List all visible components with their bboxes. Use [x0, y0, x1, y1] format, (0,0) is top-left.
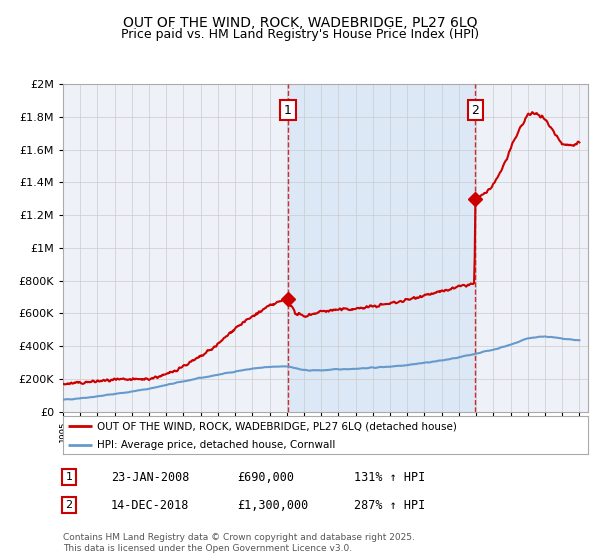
Text: OUT OF THE WIND, ROCK, WADEBRIDGE, PL27 6LQ: OUT OF THE WIND, ROCK, WADEBRIDGE, PL27 … — [123, 16, 477, 30]
Text: Contains HM Land Registry data © Crown copyright and database right 2025.
This d: Contains HM Land Registry data © Crown c… — [63, 533, 415, 553]
Text: 1: 1 — [284, 104, 292, 116]
Text: 131% ↑ HPI: 131% ↑ HPI — [354, 470, 425, 484]
Text: 2: 2 — [472, 104, 479, 116]
Text: Price paid vs. HM Land Registry's House Price Index (HPI): Price paid vs. HM Land Registry's House … — [121, 28, 479, 41]
Text: 23-JAN-2008: 23-JAN-2008 — [111, 470, 190, 484]
Text: £690,000: £690,000 — [237, 470, 294, 484]
Bar — [288, 84, 475, 412]
Text: 287% ↑ HPI: 287% ↑ HPI — [354, 498, 425, 512]
Text: OUT OF THE WIND, ROCK, WADEBRIDGE, PL27 6LQ (detached house): OUT OF THE WIND, ROCK, WADEBRIDGE, PL27 … — [97, 421, 457, 431]
Text: £1,300,000: £1,300,000 — [237, 498, 308, 512]
Text: 14-DEC-2018: 14-DEC-2018 — [111, 498, 190, 512]
Text: 2: 2 — [65, 500, 73, 510]
Text: 1: 1 — [65, 472, 73, 482]
Text: HPI: Average price, detached house, Cornwall: HPI: Average price, detached house, Corn… — [97, 440, 335, 450]
